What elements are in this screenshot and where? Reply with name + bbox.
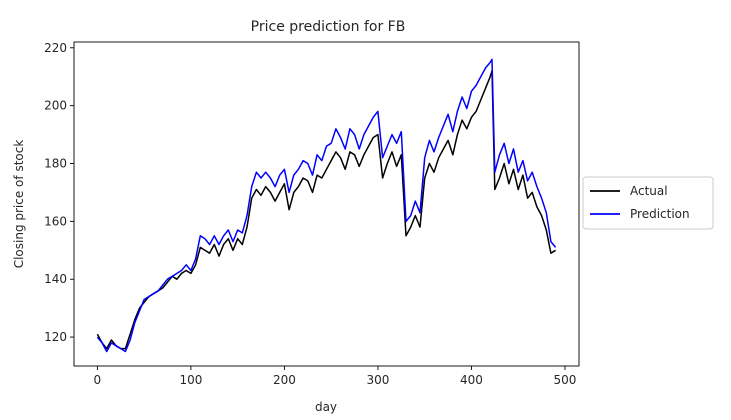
x-tick-label: 100 [179, 373, 202, 387]
x-axis-title: day [315, 400, 337, 414]
legend-box [582, 176, 714, 230]
x-tick-label: 300 [366, 373, 389, 387]
y-tick-label: 220 [44, 41, 67, 55]
y-tick-label: 140 [44, 272, 67, 286]
y-tick-label: 180 [44, 157, 67, 171]
series-layer [96, 58, 557, 353]
y-tick-label: 120 [44, 330, 67, 344]
x-tick-label: 0 [94, 373, 102, 387]
series-line-prediction [96, 58, 557, 353]
legend-label-actual: Actual [630, 184, 668, 198]
legend-label-prediction: Prediction [630, 207, 690, 221]
plot-area-frame [73, 41, 580, 367]
x-axis: 0 100 200 300 400 500 [94, 366, 577, 387]
legend: Actual Prediction [582, 176, 714, 230]
y-axis-title: Closing price of stock [12, 140, 26, 269]
x-tick-label: 400 [460, 373, 483, 387]
y-tick-label: 200 [44, 99, 67, 113]
x-tick-label: 500 [554, 373, 577, 387]
y-tick-label: 160 [44, 214, 67, 228]
x-tick-label: 200 [273, 373, 296, 387]
y-axis: 120 140 160 180 200 220 [44, 41, 74, 344]
series-line-actual [96, 70, 556, 350]
chart-title: Price prediction for FB [251, 19, 406, 35]
